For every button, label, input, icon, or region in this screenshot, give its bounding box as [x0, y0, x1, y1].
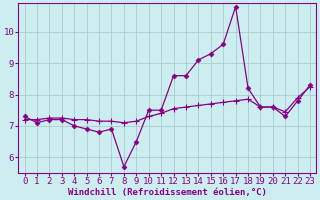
X-axis label: Windchill (Refroidissement éolien,°C): Windchill (Refroidissement éolien,°C) [68, 188, 267, 197]
